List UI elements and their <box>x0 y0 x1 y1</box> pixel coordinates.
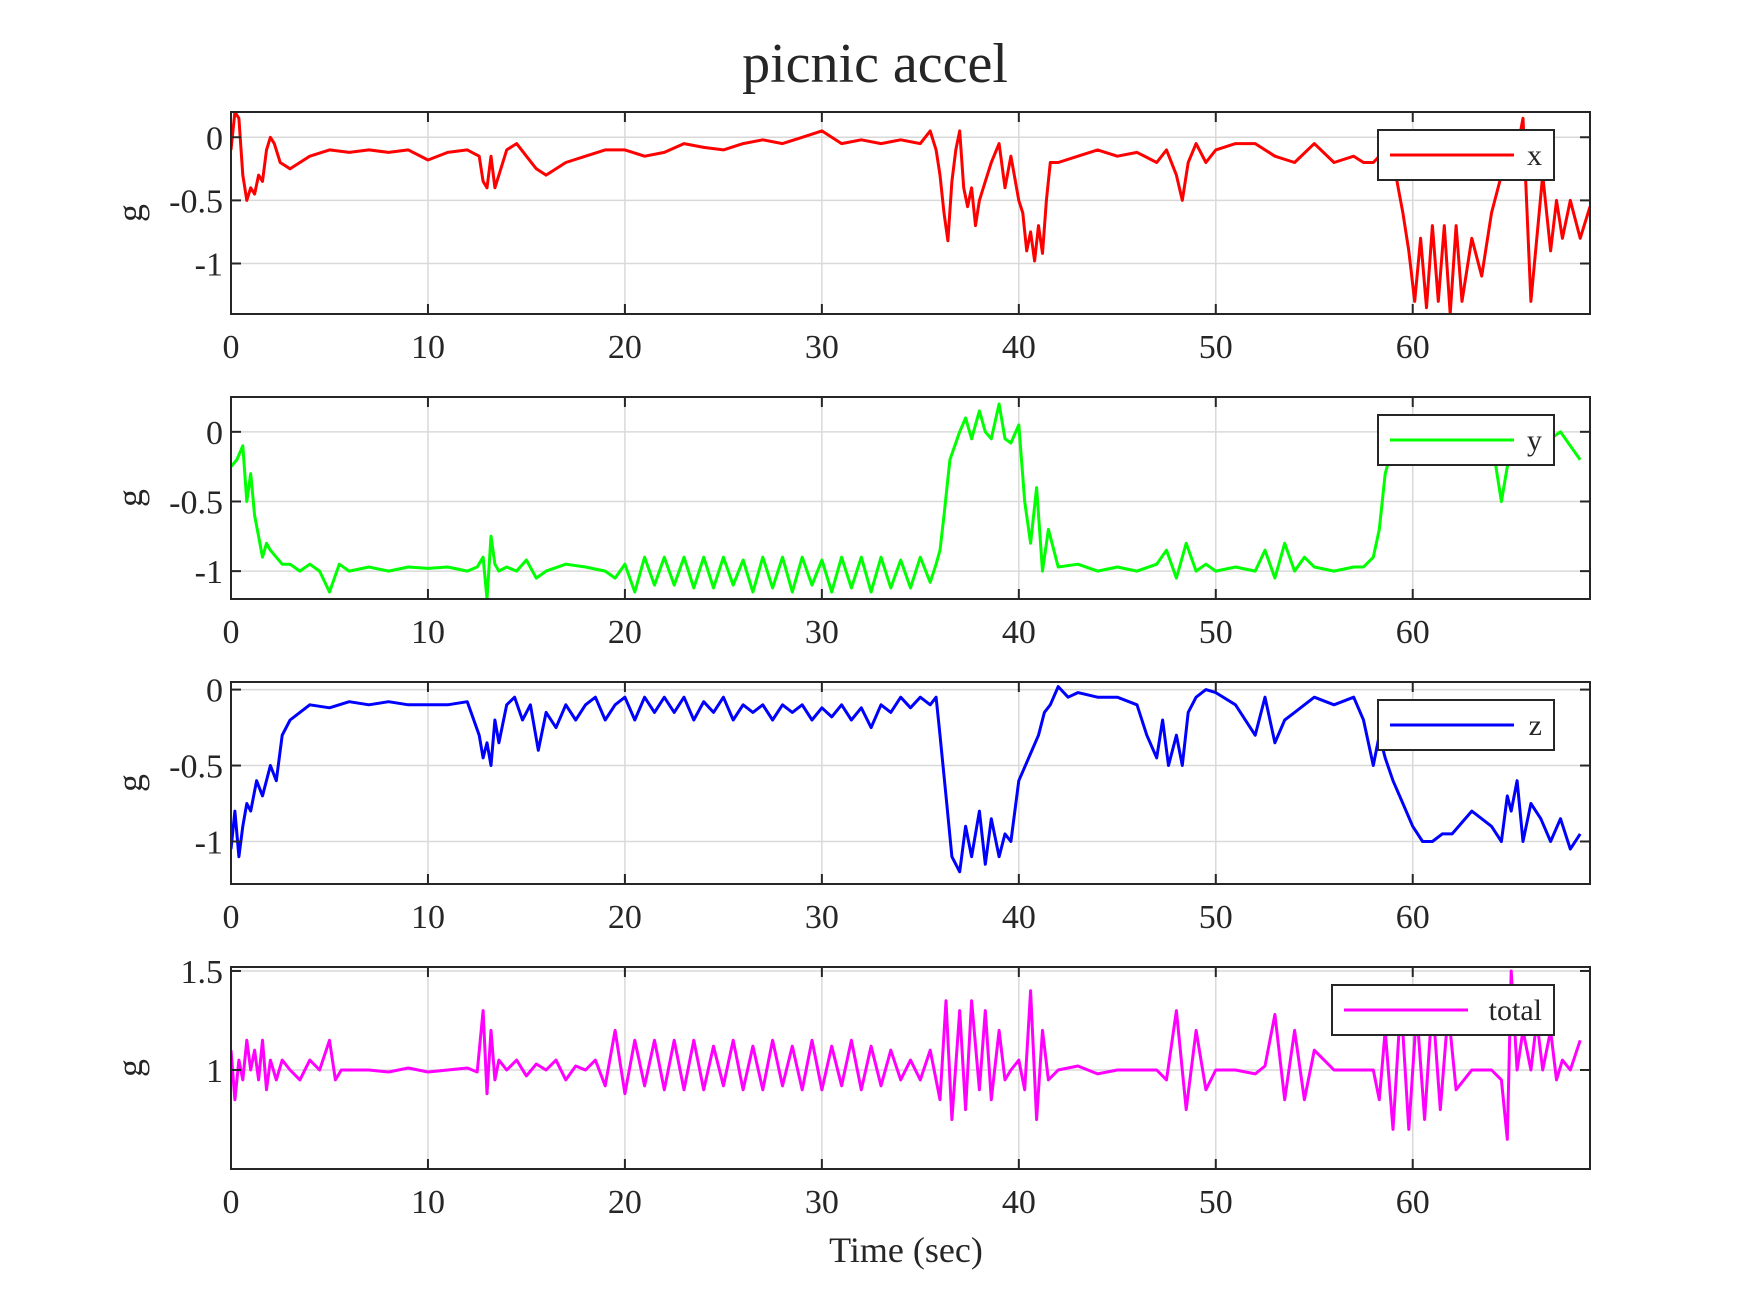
x-tick-label: 60 <box>1396 899 1430 936</box>
x-tick-label: 30 <box>805 329 839 366</box>
x-tick-label: 0 <box>223 899 240 936</box>
axes-box <box>230 966 1591 1170</box>
x-tick-label: 0 <box>223 329 240 366</box>
x-tick-label: 10 <box>411 899 445 936</box>
x-tick-label: 10 <box>411 614 445 651</box>
x-tick-label: 50 <box>1199 899 1233 936</box>
legend-label: z <box>1529 709 1542 742</box>
x-tick-label: 30 <box>805 899 839 936</box>
x-tick-label: 50 <box>1199 1184 1233 1221</box>
legend-y: y <box>1377 414 1555 466</box>
subplot-y: 0 10 20 30 40 50 60 0 -0.5 -1 g y <box>110 396 1591 651</box>
y-tick-label: 0 <box>206 120 223 157</box>
series-line-z <box>231 685 1582 874</box>
x-tick-label: 10 <box>411 1184 445 1221</box>
y-axis-label: g <box>110 774 150 792</box>
legend-z: z <box>1377 699 1555 751</box>
legend-label: y <box>1527 424 1542 457</box>
y-tick-label: 1.5 <box>181 954 224 991</box>
legend-label: total <box>1489 994 1542 1027</box>
x-tick-label: 50 <box>1199 614 1233 651</box>
subplot-total: 0 10 20 30 40 50 60 1.5 1 g total <box>110 954 1591 1221</box>
axes-box <box>230 111 1591 315</box>
x-tick-label: 20 <box>608 614 642 651</box>
y-tick-label: -0.5 <box>169 484 223 521</box>
y-tick-label: 0 <box>206 673 223 710</box>
subplot-z: 0 10 20 30 40 50 60 0 -0.5 -1 g z <box>110 673 1591 936</box>
legend-label: x <box>1527 139 1542 172</box>
x-tick-label: 40 <box>1002 614 1036 651</box>
x-tick-label: 20 <box>608 329 642 366</box>
y-tick-label: -1 <box>195 824 223 861</box>
x-tick-label: 40 <box>1002 329 1036 366</box>
legend-total: total <box>1331 984 1555 1036</box>
y-tick-label: -0.5 <box>169 183 223 220</box>
y-axis-label: g <box>110 204 150 222</box>
x-tick-label: 0 <box>223 614 240 651</box>
x-tick-label: 30 <box>805 1184 839 1221</box>
series-line-total <box>231 969 1582 1141</box>
series-line-y <box>231 402 1582 599</box>
legend-x: x <box>1377 129 1555 181</box>
x-tick-label: 20 <box>608 1184 642 1221</box>
subplot-x: 0 10 20 30 40 50 60 0 -0.5 -1 g x <box>110 111 1591 366</box>
x-tick-label: 60 <box>1396 614 1430 651</box>
y-tick-label: 1 <box>206 1053 223 1090</box>
y-axis-label: g <box>110 489 150 507</box>
x-tick-label: 0 <box>223 1184 240 1221</box>
y-tick-label: 0 <box>206 415 223 452</box>
axes-box <box>230 681 1591 885</box>
x-tick-label: 40 <box>1002 1184 1036 1221</box>
y-tick-label: -1 <box>195 554 223 591</box>
series-line-x <box>231 112 1590 314</box>
x-axis-label: Time (sec) <box>829 1230 983 1270</box>
x-tick-label: 60 <box>1396 1184 1430 1221</box>
x-tick-label: 30 <box>805 614 839 651</box>
x-tick-label: 40 <box>1002 899 1036 936</box>
x-tick-label: 20 <box>608 899 642 936</box>
y-tick-label: -0.5 <box>169 749 223 786</box>
x-tick-label: 60 <box>1396 329 1430 366</box>
chart-title: picnic accel <box>742 33 1008 95</box>
y-axis-label: g <box>110 1059 150 1077</box>
y-tick-label: -1 <box>195 247 223 284</box>
axes-box <box>230 396 1591 600</box>
x-tick-label: 50 <box>1199 329 1233 366</box>
x-tick-label: 10 <box>411 329 445 366</box>
